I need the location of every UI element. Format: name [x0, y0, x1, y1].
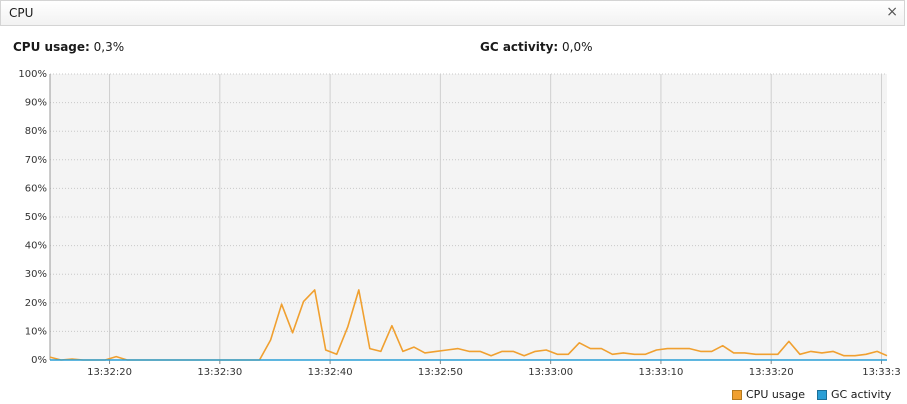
gc-legend-label: GC activity — [831, 388, 892, 401]
y-tick-label: 50% — [25, 212, 47, 223]
y-tick-label: 20% — [25, 298, 47, 309]
legend-gc: GC activity — [817, 388, 891, 401]
x-tick-label: 13:32:40 — [308, 367, 353, 378]
close-icon[interactable]: × — [886, 4, 898, 20]
y-tick-label: 30% — [25, 269, 47, 280]
x-tick-label: 13:33:00 — [528, 367, 573, 378]
x-tick-label: 13:33:20 — [749, 367, 794, 378]
legend-cpu: CPU usage — [732, 388, 805, 401]
gc-legend-swatch — [817, 389, 827, 400]
gc-activity-label: GC activity: — [480, 40, 559, 54]
cpu-panel-header: CPU × — [0, 0, 905, 26]
y-tick-label: 60% — [25, 183, 47, 194]
x-tick-label: 13:33:3 — [862, 367, 901, 378]
y-tick-label: 10% — [25, 326, 47, 337]
x-tick-label: 13:33:10 — [638, 367, 683, 378]
x-tick-label: 13:32:50 — [418, 367, 463, 378]
x-tick-label: 13:32:20 — [87, 367, 132, 378]
y-tick-label: 70% — [25, 155, 47, 166]
cpu-usage-value: 0,3% — [93, 40, 125, 54]
gc-activity-stat: GC activity: 0,0% — [480, 40, 593, 54]
y-tick-label: 40% — [25, 241, 47, 252]
gc-activity-value: 0,0% — [562, 40, 593, 54]
cpu-usage-stat: CPU usage: 0,3% — [13, 40, 124, 54]
y-tick-label: 0% — [31, 355, 47, 366]
cpu-legend-label: CPU usage — [746, 388, 806, 401]
y-tick-label: 80% — [25, 126, 47, 137]
x-tick-label: 13:32:30 — [197, 367, 242, 378]
panel-title: CPU — [9, 6, 34, 20]
y-tick-label: 90% — [25, 98, 47, 109]
plot-area — [50, 74, 887, 360]
cpu-legend-swatch — [732, 389, 742, 400]
cpu-usage-label: CPU usage: — [13, 40, 90, 54]
cpu-chart: 0% 10% 20% 30% 40% 50% 60% 70% 80% 90% 100% 13:32:2… — [18, 69, 901, 378]
y-tick-label: 100% — [18, 69, 47, 80]
